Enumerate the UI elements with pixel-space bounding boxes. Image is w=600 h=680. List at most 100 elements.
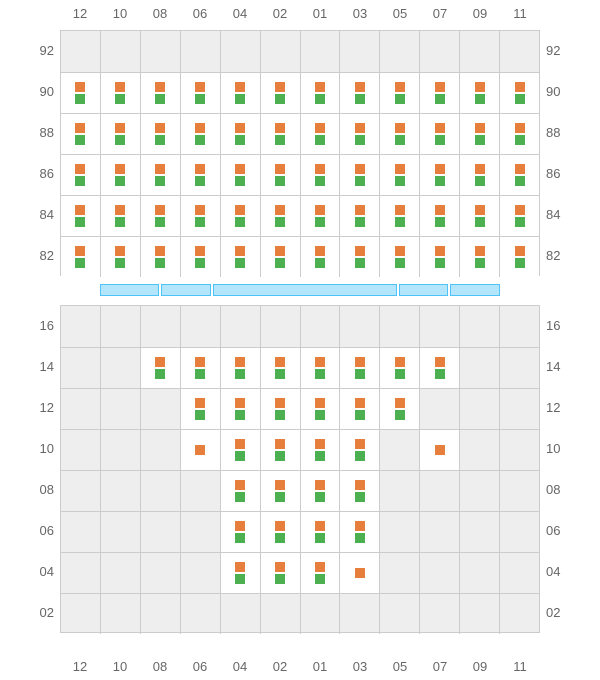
grid-cell <box>301 594 341 634</box>
grid-cell <box>221 553 261 593</box>
marker-orange <box>235 82 245 92</box>
marker-green <box>475 217 485 227</box>
diagram-container: 121008060402010305070911 121008060402010… <box>0 0 600 680</box>
grid-cell <box>61 31 101 72</box>
marker-orange <box>395 205 405 215</box>
marker-green <box>195 258 205 268</box>
marker-green <box>355 451 365 461</box>
marker-green <box>275 217 285 227</box>
grid-cell <box>420 114 460 154</box>
grid-cell <box>141 471 181 511</box>
marker-orange <box>355 521 365 531</box>
marker-green <box>315 217 325 227</box>
grid-cell <box>420 73 460 113</box>
grid-cell <box>181 430 221 470</box>
marker-orange <box>275 205 285 215</box>
marker-orange <box>235 521 245 531</box>
grid-cell <box>141 430 181 470</box>
marker-green <box>75 217 85 227</box>
marker-orange <box>195 123 205 133</box>
marker-green <box>395 217 405 227</box>
marker-orange <box>315 398 325 408</box>
marker-orange <box>435 164 445 174</box>
marker-orange <box>275 82 285 92</box>
marker-green <box>355 492 365 502</box>
marker-orange <box>155 123 165 133</box>
marker-orange <box>235 246 245 256</box>
marker-green <box>235 410 245 420</box>
marker-green <box>395 94 405 104</box>
grid-cell <box>420 348 460 388</box>
row-label-left: 16 <box>26 318 54 333</box>
marker-green <box>435 369 445 379</box>
marker-green <box>155 176 165 186</box>
row-label-right: 84 <box>546 207 574 222</box>
grid-cell <box>141 512 181 552</box>
marker-green <box>115 176 125 186</box>
grid-cell <box>141 594 181 634</box>
marker-orange <box>475 246 485 256</box>
grid-cell <box>380 430 420 470</box>
grid-cell <box>101 196 141 236</box>
row-label-left: 86 <box>26 166 54 181</box>
separator-segment <box>213 284 396 296</box>
grid-cell <box>61 553 101 593</box>
grid-cell <box>340 114 380 154</box>
grid-cell <box>181 512 221 552</box>
marker-orange <box>395 246 405 256</box>
marker-green <box>315 410 325 420</box>
grid-cell <box>181 471 221 511</box>
grid-cell <box>301 430 341 470</box>
grid-cell <box>61 389 101 429</box>
marker-green <box>195 410 205 420</box>
grid-cell <box>380 306 420 347</box>
grid-cell <box>261 114 301 154</box>
marker-green <box>315 258 325 268</box>
grid-cell <box>500 114 539 154</box>
grid-row <box>61 511 539 552</box>
marker-green <box>395 258 405 268</box>
marker-green <box>195 369 205 379</box>
grid-cell <box>181 73 221 113</box>
row-label-right: 86 <box>546 166 574 181</box>
grid-cell <box>181 306 221 347</box>
grid-cell <box>61 306 101 347</box>
marker-green <box>475 176 485 186</box>
grid-cell <box>420 306 460 347</box>
marker-orange <box>475 164 485 174</box>
marker-green <box>355 258 365 268</box>
grid-cell <box>500 389 539 429</box>
marker-green <box>275 533 285 543</box>
grid-cell <box>380 196 420 236</box>
column-label: 03 <box>340 659 380 674</box>
grid-cell <box>420 155 460 195</box>
marker-orange <box>275 357 285 367</box>
marker-orange <box>395 357 405 367</box>
grid-cell <box>181 114 221 154</box>
marker-orange <box>355 205 365 215</box>
marker-orange <box>315 246 325 256</box>
grid-cell <box>301 306 341 347</box>
grid-cell <box>221 471 261 511</box>
marker-orange <box>355 568 365 578</box>
grid-cell <box>340 430 380 470</box>
marker-green <box>275 574 285 584</box>
row-label-right: 82 <box>546 248 574 263</box>
grid-cell <box>380 594 420 634</box>
marker-orange <box>355 82 365 92</box>
marker-orange <box>75 164 85 174</box>
grid-row <box>61 347 539 388</box>
marker-orange <box>435 123 445 133</box>
grid-cell <box>500 31 539 72</box>
marker-orange <box>75 82 85 92</box>
column-label: 07 <box>420 659 460 674</box>
grid-cell <box>460 594 500 634</box>
marker-orange <box>275 439 285 449</box>
grid-cell <box>61 114 101 154</box>
grid-cell <box>301 471 341 511</box>
grid-row <box>61 236 539 277</box>
grid-cell <box>221 155 261 195</box>
grid-cell <box>460 155 500 195</box>
marker-green <box>515 176 525 186</box>
grid-cell <box>61 237 101 277</box>
